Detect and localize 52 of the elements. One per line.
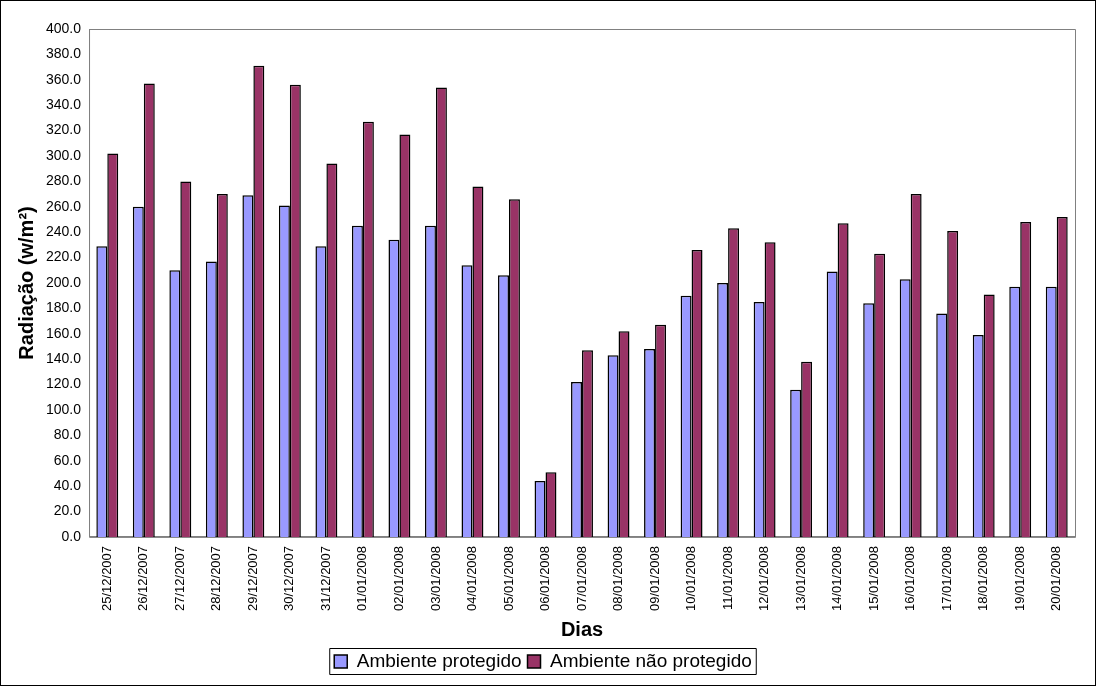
x-tick-label: 08/01/2008 [610,545,626,612]
x-tick-label: 07/01/2008 [573,545,589,612]
x-tick-label: 19/01/2008 [1011,545,1027,612]
x-tick-label: 28/12/2007 [208,545,224,612]
legend-label: Ambiente não protegido [550,649,752,671]
y-tick-label: 220.0 [45,248,82,265]
x-tick-label: 05/01/2008 [500,545,516,612]
y-tick-label: 60.0 [53,451,82,468]
y-tick-label: 380.0 [45,45,82,62]
y-tick-label: 400.0 [45,19,82,36]
x-tick-label: 09/01/2008 [646,545,662,612]
y-tick-label: 80.0 [53,426,82,443]
y-axis-title: Radiação (w/m²) [14,206,37,360]
x-tick-label: 02/01/2008 [391,545,407,612]
x-tick-label: 12/01/2008 [756,545,772,612]
x-tick-label: 25/12/2007 [98,545,114,612]
y-tick-label: 160.0 [45,324,82,341]
legend-label: Ambiente protegido [356,649,522,671]
y-tick-label: 120.0 [45,375,82,392]
y-tick-label: 180.0 [45,299,82,316]
x-tick-label: 11/01/2008 [719,545,735,611]
x-tick-label: 29/12/2007 [244,545,260,612]
y-tick-label: 140.0 [45,350,82,367]
x-tick-label: 18/01/2008 [975,545,991,612]
x-tick-label: 15/01/2008 [865,545,881,612]
y-tick-label: 40.0 [53,477,82,493]
y-tick-label: 260.0 [45,197,82,214]
x-tick-label: 17/01/2008 [938,545,954,612]
x-tick-label: 01/01/2008 [354,545,370,612]
y-tick-label: 0.0 [61,527,82,544]
y-tick-label: 300.0 [45,146,82,163]
y-tick-label: 200.0 [45,273,82,290]
y-tick-label: 20.0 [53,502,82,519]
y-tick-label: 100.0 [45,400,82,417]
x-tick-label: 10/01/2008 [683,545,699,612]
y-tick-label: 280.0 [45,172,82,189]
x-axis-title: Dias [560,617,604,640]
x-tick-label: 20/01/2008 [1048,545,1064,612]
x-tick-label: 04/01/2008 [464,545,480,612]
x-tick-label: 13/01/2008 [792,545,808,612]
x-tick-label: 06/01/2008 [537,545,553,612]
x-tick-label: 30/12/2007 [281,545,297,612]
x-tick-label: 03/01/2008 [427,545,443,612]
y-tick-label: 320.0 [45,121,82,138]
x-tick-label: 26/12/2007 [135,545,151,612]
y-tick-label: 240.0 [45,223,82,240]
x-tick-label: 27/12/2007 [171,545,187,612]
y-tick-label: 360.0 [45,70,82,87]
x-tick-label: 16/01/2008 [902,545,918,612]
x-tick-label: 31/12/2007 [317,545,333,612]
x-tick-label: 14/01/2008 [829,545,845,612]
y-tick-label: 340.0 [45,96,82,113]
